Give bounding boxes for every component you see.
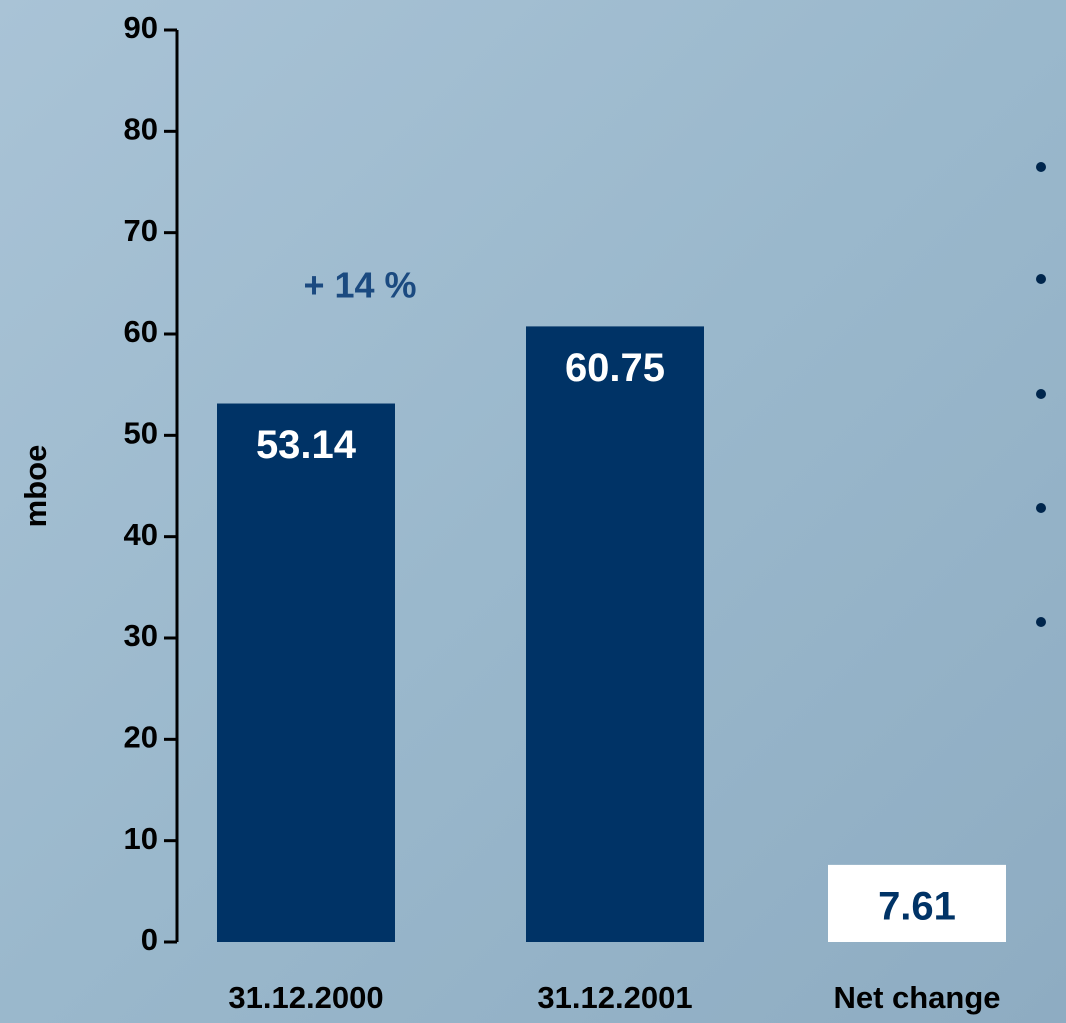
- y-tick-label: 20: [124, 720, 158, 755]
- y-tick-label: 90: [124, 10, 158, 45]
- bar: [828, 864, 1006, 942]
- value-label: 60.75: [565, 346, 665, 390]
- x-tick-label: 31.12.2001: [537, 980, 692, 1015]
- bullets: [1036, 162, 1046, 627]
- bar: [526, 326, 704, 942]
- y-tick-label: 40: [124, 517, 158, 552]
- y-tick-label: 50: [124, 416, 158, 451]
- x-tick-label: Net change: [833, 980, 1000, 1015]
- y-tick-label: 80: [124, 112, 158, 147]
- x-tick-label: 31.12.2000: [228, 980, 383, 1015]
- value-label: 7.61: [878, 884, 956, 928]
- y-tick-label: 0: [141, 922, 158, 957]
- y-tick-label: 60: [124, 314, 158, 349]
- y-tick-label: 10: [124, 821, 158, 856]
- y-axis-label: mboe: [18, 445, 53, 528]
- y-tick-label: 70: [124, 213, 158, 248]
- y-tick-label: 30: [124, 618, 158, 653]
- bar: [217, 403, 395, 943]
- value-label: 53.14: [256, 423, 357, 467]
- annotation: + 14 %: [303, 265, 416, 306]
